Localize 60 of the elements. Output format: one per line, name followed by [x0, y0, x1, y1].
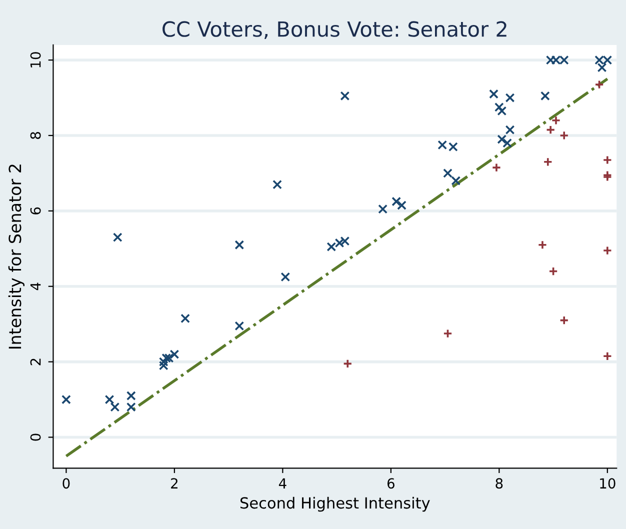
point [110, 402, 120, 412]
x-tick-label: 6 [387, 478, 394, 489]
point [126, 402, 136, 412]
point [342, 358, 352, 368]
point [559, 130, 569, 140]
point [559, 316, 569, 326]
y-tick-label: 4 [30, 282, 41, 290]
point [492, 162, 502, 172]
point [392, 196, 402, 206]
x-tick-label: 0 [62, 478, 70, 489]
point [494, 102, 504, 112]
point [602, 351, 612, 361]
point [597, 62, 607, 72]
point [280, 272, 290, 282]
point [158, 357, 168, 367]
point [234, 321, 244, 331]
point [126, 391, 136, 400]
chart-title: CC Voters, Bonus Vote: Senator 2 [162, 21, 506, 40]
point [489, 89, 498, 99]
x-tick-label: 4 [278, 478, 286, 488]
y-tick-label: 0 [30, 434, 41, 441]
point [112, 232, 122, 242]
point [451, 176, 461, 186]
point [540, 91, 550, 101]
point [158, 360, 168, 370]
point [180, 314, 190, 324]
point [443, 328, 452, 338]
point [397, 200, 406, 210]
y-tick-label: 6 [30, 207, 41, 214]
point [548, 266, 558, 276]
point [551, 116, 561, 126]
point [443, 168, 452, 178]
x-axis-title: Second Highest Intensity [240, 496, 430, 512]
point [340, 91, 350, 101]
point [538, 240, 548, 250]
point [497, 134, 507, 144]
point [162, 353, 172, 363]
y-tick-label: 10 [30, 52, 41, 68]
x-tick-label: 2 [171, 478, 178, 488]
point [505, 125, 515, 135]
x-tick-label: 10 [600, 478, 616, 489]
y-tick-label: 8 [30, 132, 41, 139]
point [378, 204, 388, 214]
point [594, 80, 604, 90]
point [602, 246, 612, 256]
point [546, 125, 556, 135]
point [272, 180, 282, 190]
point [602, 155, 612, 165]
y-tick-label: 2 [30, 358, 41, 366]
point [61, 394, 71, 404]
point [502, 138, 512, 148]
point [497, 106, 507, 116]
point [234, 240, 244, 250]
x-tick-label: 8 [496, 478, 503, 489]
point [543, 157, 553, 167]
point [104, 394, 114, 404]
point [164, 353, 174, 363]
point [505, 93, 515, 102]
point [170, 350, 180, 359]
y-axis-title: Intensity for Senator 2 [8, 164, 24, 349]
